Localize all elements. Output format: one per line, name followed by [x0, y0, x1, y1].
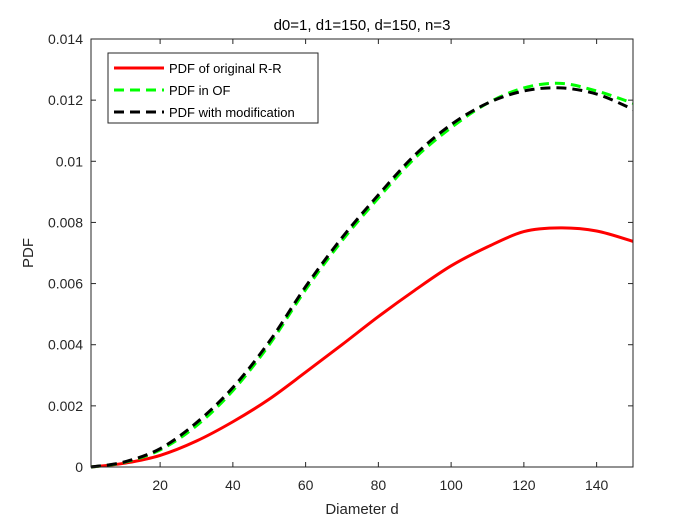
y-tick-label: 0.01 [56, 153, 83, 169]
x-tick-label: 140 [585, 477, 609, 493]
y-tick-label: 0 [75, 459, 83, 475]
series-layer [90, 81, 634, 469]
legend: PDF of original R-R PDF in OF PDF with mod… [107, 52, 319, 124]
ticks-layer: 20 40 60 80 100 120 140 0 0.002 0.004 0.006 0.008 0.… [48, 31, 633, 493]
legend-label-1: PDF of original R-R [169, 61, 282, 76]
series-line-3 [90, 86, 634, 469]
x-tick-label: 80 [371, 477, 387, 493]
legend-entries: PDF of original R-R PDF in OF PDF with mod… [114, 61, 295, 120]
x-tick-label: 60 [298, 477, 314, 493]
chart-title: d0=1, d1=150, d=150, n=3 [274, 17, 451, 34]
x-tick-label: 120 [512, 477, 536, 493]
legend-box [107, 52, 319, 124]
x-axis-label: Diameter d [325, 501, 398, 518]
y-tick-label: 0.004 [48, 337, 83, 353]
x-tick-label: 100 [439, 477, 463, 493]
x-tick-label: 20 [152, 477, 168, 493]
y-axis-label: PDF [20, 238, 37, 268]
x-tick-label: 40 [225, 477, 241, 493]
y-tick-label: 0.008 [48, 214, 83, 230]
y-tick-label: 0.006 [48, 276, 83, 292]
legend-label-3: PDF with modification [169, 105, 295, 120]
y-tick-label: 0.012 [48, 92, 83, 108]
y-tick-label: 0.002 [48, 398, 83, 414]
y-tick-label: 0.014 [48, 31, 83, 47]
series-line-1 [90, 226, 634, 469]
legend-label-2: PDF in OF [169, 83, 230, 98]
axes-box [90, 38, 634, 468]
series-line-2 [90, 81, 634, 469]
